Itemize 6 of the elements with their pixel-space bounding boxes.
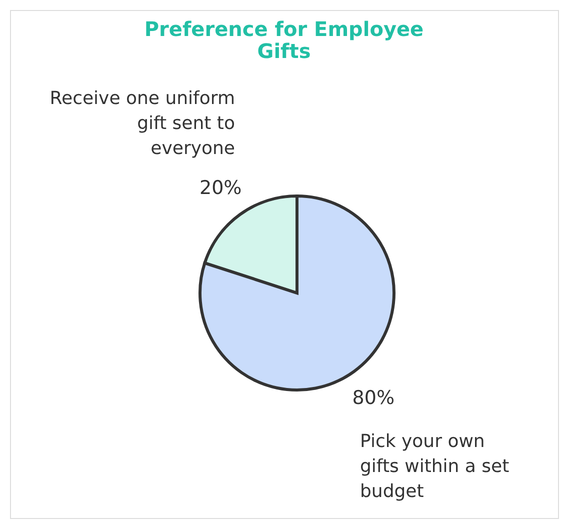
slice-label: Receive one uniform gift sent to everyone	[50, 88, 235, 159]
pie-slice	[198, 194, 396, 392]
slice-label: Pick your own gifts within a set budget	[360, 431, 510, 502]
data-label: 20%	[199, 176, 242, 199]
chart-title: Preference for Employee Gifts	[144, 17, 424, 63]
data-label: 80%	[352, 387, 395, 410]
